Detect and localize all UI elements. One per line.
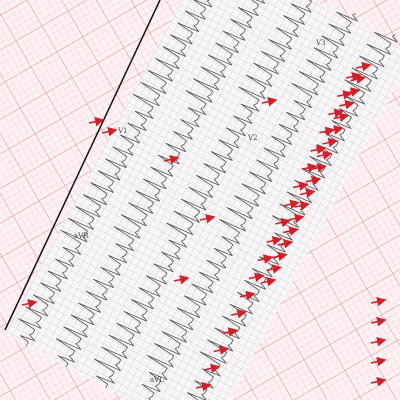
- ecg-trace: [93, 0, 319, 388]
- arrow: [275, 217, 291, 228]
- arrow: [272, 251, 288, 262]
- arrow: [199, 213, 216, 224]
- arrow: [204, 363, 221, 374]
- arrow: [21, 298, 38, 309]
- arrow: [316, 150, 333, 160]
- arrow: [213, 345, 230, 355]
- arrow: [257, 254, 274, 264]
- arrow: [345, 71, 362, 82]
- arrow: [222, 327, 239, 337]
- arrow: [370, 356, 387, 367]
- arrow: [370, 376, 387, 387]
- arrow: [370, 296, 387, 307]
- arrow: [292, 181, 309, 191]
- arrow: [248, 272, 265, 282]
- arrow: [301, 163, 318, 173]
- lead-label: aVL: [150, 376, 164, 384]
- arrow: [88, 116, 105, 127]
- arrow: [173, 274, 190, 285]
- arrow: [328, 108, 344, 118]
- arrow: [299, 188, 316, 198]
- arrow: [283, 226, 299, 236]
- arrow: [355, 61, 372, 72]
- arrows: [21, 61, 387, 392]
- arrow: [231, 309, 247, 319]
- arrow: [339, 99, 355, 110]
- ecg-trace: [141, 11, 358, 400]
- arrow: [319, 126, 336, 137]
- arrow: [239, 290, 256, 301]
- ecg-trace: [17, 0, 239, 346]
- lead-label: V3: [315, 39, 326, 47]
- arrow: [266, 264, 283, 274]
- arrow: [266, 236, 283, 246]
- lead-label: V1: [117, 127, 128, 135]
- arrow: [337, 90, 353, 100]
- arrow: [284, 199, 300, 210]
- lead-label: aVR: [74, 232, 89, 240]
- arrow: [260, 276, 277, 287]
- arrow: [370, 336, 387, 347]
- ecg-trace: [55, 0, 280, 367]
- edge: [4, 0, 161, 331]
- arrow: [163, 154, 180, 165]
- arrow: [101, 126, 118, 137]
- arrow: [305, 175, 322, 186]
- arrow: [195, 381, 212, 392]
- arrow: [288, 213, 305, 224]
- arrow: [322, 137, 339, 148]
- lead-label: V2: [247, 134, 258, 142]
- arrow: [261, 96, 278, 107]
- arrow: [370, 316, 387, 327]
- arrow: [310, 144, 327, 155]
